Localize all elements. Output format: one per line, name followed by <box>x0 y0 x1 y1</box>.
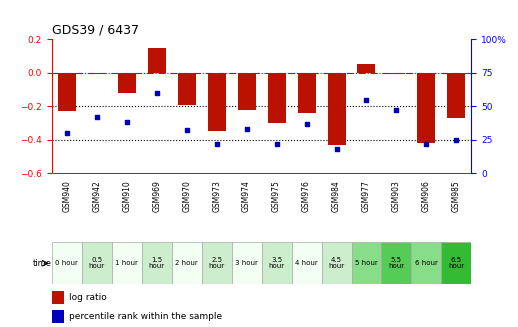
Bar <box>232 242 262 284</box>
Bar <box>202 242 232 284</box>
Bar <box>441 242 471 284</box>
Bar <box>142 242 171 284</box>
Bar <box>262 242 292 284</box>
Text: 5 hour: 5 hour <box>355 260 378 266</box>
Text: 0.5
hour: 0.5 hour <box>89 257 105 269</box>
Bar <box>322 242 352 284</box>
Bar <box>148 48 166 73</box>
Bar <box>418 73 436 143</box>
Point <box>242 127 251 132</box>
Text: 2.5
hour: 2.5 hour <box>209 257 225 269</box>
Text: GSM985: GSM985 <box>452 180 461 212</box>
Text: GSM974: GSM974 <box>242 180 251 212</box>
Bar <box>357 64 376 73</box>
Text: 4.5
hour: 4.5 hour <box>328 257 344 269</box>
Text: GSM910: GSM910 <box>122 180 131 212</box>
Point <box>182 128 191 133</box>
Point <box>212 141 221 146</box>
Text: GSM942: GSM942 <box>92 180 101 212</box>
Bar <box>82 242 112 284</box>
Text: 3 hour: 3 hour <box>235 260 258 266</box>
Point <box>452 137 461 143</box>
Text: GSM940: GSM940 <box>62 180 71 212</box>
Point <box>123 120 131 125</box>
Bar <box>52 291 64 303</box>
Text: 0 hour: 0 hour <box>55 260 78 266</box>
Bar <box>297 73 315 113</box>
Text: GSM975: GSM975 <box>272 180 281 212</box>
Text: log ratio: log ratio <box>68 293 106 302</box>
Bar <box>268 73 285 123</box>
Point <box>392 108 400 113</box>
Text: 1.5
hour: 1.5 hour <box>149 257 165 269</box>
Text: GDS39 / 6437: GDS39 / 6437 <box>52 24 139 37</box>
Bar <box>52 310 64 323</box>
Bar <box>327 73 346 145</box>
Bar <box>88 73 106 75</box>
Point <box>272 141 281 146</box>
Text: GSM970: GSM970 <box>182 180 191 212</box>
Text: 2 hour: 2 hour <box>175 260 198 266</box>
Text: GSM969: GSM969 <box>152 180 161 212</box>
Bar <box>352 242 381 284</box>
Point <box>93 114 101 120</box>
Bar <box>411 242 441 284</box>
Point <box>63 130 71 136</box>
Bar <box>171 242 202 284</box>
Bar <box>448 73 465 118</box>
Text: time: time <box>33 259 52 268</box>
Text: 1 hour: 1 hour <box>116 260 138 266</box>
Text: GSM906: GSM906 <box>422 180 431 212</box>
Bar <box>238 73 255 110</box>
Bar <box>387 73 406 75</box>
Text: 3.5
hour: 3.5 hour <box>268 257 284 269</box>
Text: GSM977: GSM977 <box>362 180 371 212</box>
Text: GSM984: GSM984 <box>332 180 341 212</box>
Text: GSM976: GSM976 <box>302 180 311 212</box>
Text: 4 hour: 4 hour <box>295 260 318 266</box>
Bar <box>52 242 82 284</box>
Point <box>362 97 370 102</box>
Text: GSM973: GSM973 <box>212 180 221 212</box>
Bar <box>118 73 136 93</box>
Point <box>333 146 341 152</box>
Text: 6 hour: 6 hour <box>415 260 438 266</box>
Bar <box>112 242 142 284</box>
Point <box>422 141 430 146</box>
Bar <box>58 73 76 111</box>
Text: GSM903: GSM903 <box>392 180 401 212</box>
Text: 6.5
hour: 6.5 hour <box>449 257 465 269</box>
Point <box>303 121 311 126</box>
Text: percentile rank within the sample: percentile rank within the sample <box>68 312 222 321</box>
Text: 5.5
hour: 5.5 hour <box>388 257 405 269</box>
Point <box>152 90 161 95</box>
Bar <box>292 242 322 284</box>
Bar <box>381 242 411 284</box>
Bar <box>208 73 226 131</box>
Bar <box>178 73 196 105</box>
